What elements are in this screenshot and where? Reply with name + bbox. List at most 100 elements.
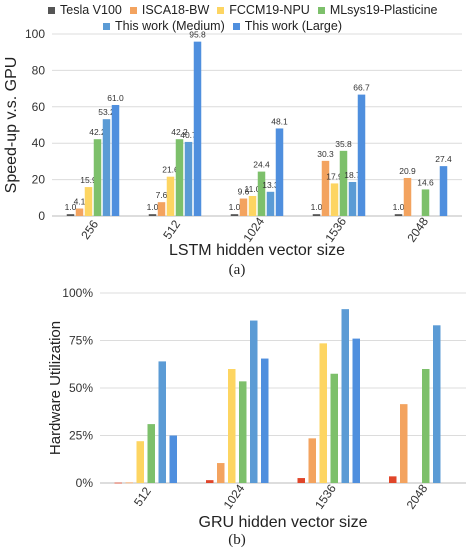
bar [166, 176, 175, 216]
data-label: 7.6 [156, 190, 168, 200]
legend-label: Tesla V100 [60, 3, 122, 17]
bar [352, 338, 360, 483]
bar [403, 177, 412, 216]
bar [389, 476, 397, 483]
legend-row-2: This work (Medium) This work (Large) [48, 18, 468, 34]
bar [433, 325, 441, 483]
x-axis-title: GRU hidden vector size [199, 514, 368, 531]
data-label: 1.0 [393, 202, 405, 212]
bar [330, 183, 339, 216]
bar [114, 482, 122, 484]
bar [239, 381, 247, 483]
data-label: 13.3 [262, 180, 279, 190]
legend-swatch [317, 6, 325, 14]
bar [394, 214, 403, 216]
legend-label: ISCA18-BW [141, 3, 210, 17]
data-label: 20.9 [399, 166, 416, 176]
x-tick-label: 256 [78, 217, 101, 242]
bar [111, 104, 120, 216]
y-axis-title: Hardware Utilization [47, 321, 64, 455]
bar [230, 214, 239, 216]
y-tick-label: 50% [69, 381, 93, 395]
bar [84, 187, 93, 216]
data-label: 17.9 [326, 171, 343, 181]
x-tick-label: 2048 [404, 214, 431, 244]
data-label: 15.9 [80, 175, 97, 185]
bar [439, 166, 448, 216]
x-tick-label: 2048 [404, 481, 431, 511]
legend-item-fccm: FCCM19-NPU [217, 3, 310, 17]
bar [421, 189, 430, 216]
bar [330, 373, 338, 483]
data-label: 18.7 [344, 170, 361, 180]
bar [184, 141, 193, 216]
bar [422, 369, 430, 483]
bar [169, 435, 177, 483]
x-tick-label: 1024 [240, 214, 267, 244]
bar [400, 404, 408, 483]
legend-item-large: This work (Large) [232, 19, 342, 33]
y-tick-label: 100% [62, 286, 93, 300]
bar [297, 478, 305, 483]
x-tick-label: 1536 [312, 481, 339, 511]
chart-legend: Tesla V100 ISCA18-BW FCCM19-NPU MLsys19-… [48, 2, 468, 34]
y-tick-label: 25% [69, 429, 93, 443]
bar [217, 463, 225, 483]
legend-item-tesla: Tesla V100 [48, 3, 122, 17]
x-tick-label: 1024 [221, 481, 248, 511]
caption-b: (b) [228, 532, 246, 548]
legend-label: MLsys19-Plasticine [329, 3, 438, 17]
data-label: 14.6 [417, 177, 434, 187]
data-label: 42.2 [89, 127, 106, 137]
bar [158, 361, 166, 483]
caption-a: (a) [228, 262, 246, 278]
bar [125, 482, 133, 484]
bar [157, 202, 166, 216]
data-label: 1.0 [311, 202, 323, 212]
legend-item-isca: ISCA18-BW [129, 3, 210, 17]
legend-label: This work (Medium) [115, 19, 225, 33]
bar [136, 441, 144, 483]
y-tick-label: 60 [32, 100, 46, 114]
x-tick-label: 512 [131, 484, 154, 509]
bar [308, 438, 316, 483]
data-label: 40.7 [180, 130, 197, 140]
bar [266, 191, 275, 216]
bar [66, 214, 75, 216]
bar [193, 41, 202, 217]
legend-swatch [48, 6, 55, 14]
y-tick-label: 80 [32, 63, 46, 77]
bar [206, 480, 214, 483]
data-label: 24.4 [253, 160, 270, 170]
bar [257, 171, 266, 216]
bar [341, 309, 349, 483]
bar [321, 160, 330, 216]
data-label: 48.1 [271, 116, 288, 126]
bar [148, 214, 157, 216]
x-tick-label: 512 [160, 217, 183, 242]
data-label: 4.1 [74, 197, 86, 207]
legend-row-1: Tesla V100 ISCA18-BW FCCM19-NPU MLsys19-… [48, 2, 468, 18]
data-label: 11.0 [245, 184, 261, 194]
data-label: 53.2 [98, 107, 115, 117]
legend-label: FCCM19-NPU [229, 3, 310, 17]
data-label: 30.3 [317, 149, 334, 159]
bar [75, 208, 84, 216]
data-label: 9.6 [238, 187, 250, 197]
data-label: 35.8 [335, 139, 352, 149]
chart-a: 0204060801001.04.115.942.253.261.02561.0… [3, 27, 462, 259]
y-tick-label: 75% [69, 334, 93, 348]
y-tick-label: 40 [32, 136, 46, 150]
chart-b: 0% 25% 50% 75% 100% 512 1024 1536 2048 GRU hidden… [47, 286, 466, 531]
y-axis-title: Speed-up v.s. GPU [3, 57, 20, 194]
bar [339, 150, 348, 216]
bar [312, 214, 321, 216]
legend-label: This work (Large) [244, 19, 342, 33]
data-label: 21.6 [162, 165, 179, 175]
bar [102, 119, 111, 216]
data-label: 27.4 [435, 154, 452, 164]
y-tick-label: 20 [32, 173, 46, 187]
x-tick-label: 1536 [322, 214, 349, 244]
bar [147, 424, 155, 483]
